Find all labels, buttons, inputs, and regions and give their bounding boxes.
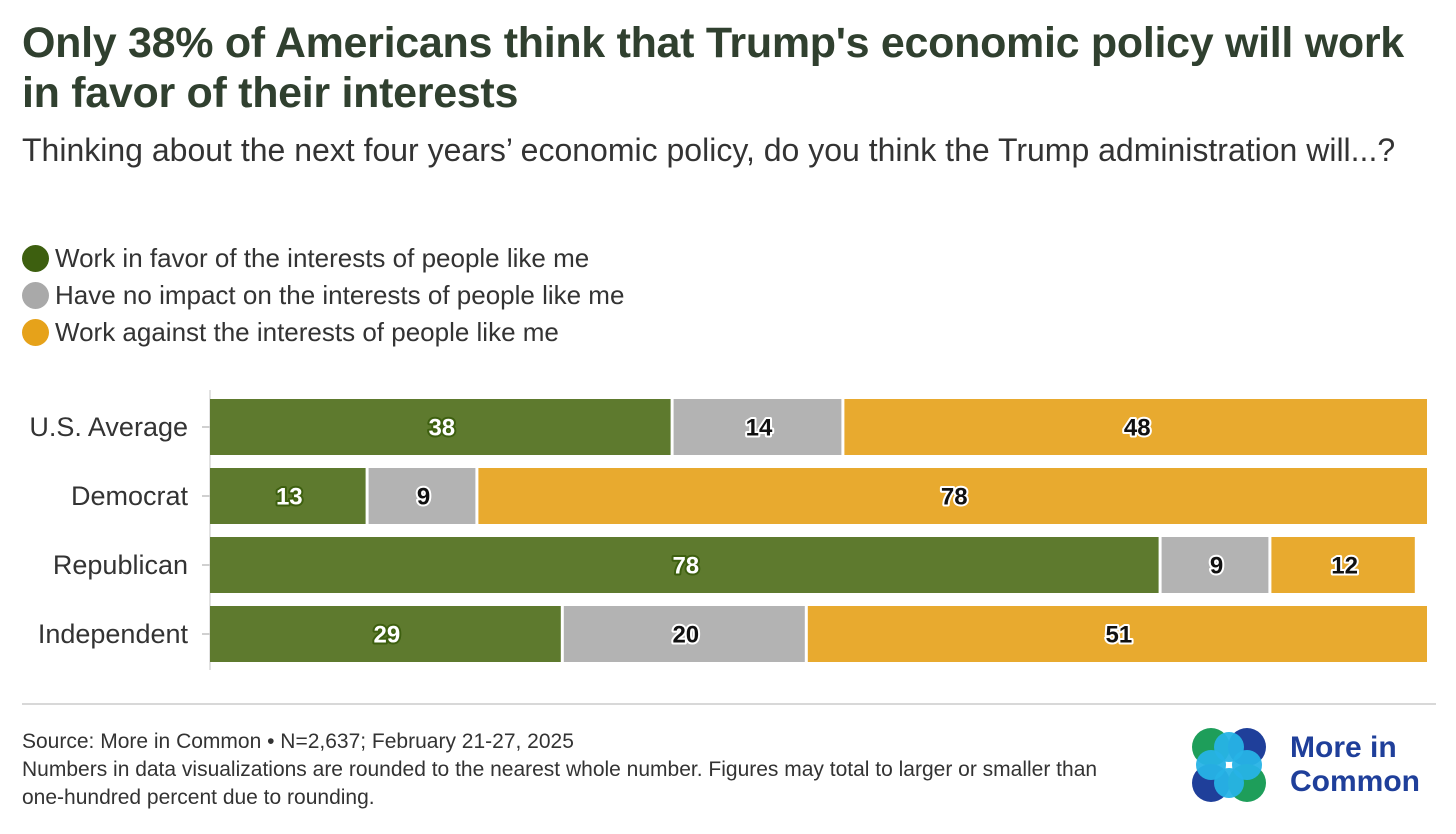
logo-line-2: Common [1290,765,1420,798]
bar-republican-series-0 [210,537,1159,593]
chart-title: Only 38% of Americans think that Trump's… [22,19,1404,117]
legend-label-against: Work against the interests of people lik… [55,317,559,347]
data-label-independent-series-1: 20 [672,622,699,649]
bar-independent-series-2 [807,606,1427,662]
bar-republican-series-1 [1161,537,1269,593]
category-label-independent: Independent [38,619,189,649]
bar-democrat-series-2 [478,468,1427,524]
stacked-bar-chart: U.S. Average 38 14 48 Democrat 13 9 78 Republica… [29,390,1427,670]
data-label-u-s-average-series-0: 38 [428,415,455,442]
source-notes: Source: More in Common • N=2,637; Februa… [22,728,1102,812]
bar-u-s-average-series-1 [673,399,842,455]
category-label-democrat: Democrat [71,481,189,511]
source-line: Source: More in Common • N=2,637; Februa… [22,730,574,753]
category-label-u-s-average: U.S. Average [29,412,188,442]
category-label-republican: Republican [53,550,188,580]
data-label-democrat-series-1: 9 [417,484,430,511]
legend-swatch-no-impact [22,282,49,309]
more-in-common-logo: More in Common [1190,726,1420,804]
bar-u-s-average-series-2 [844,399,1427,455]
logo-line-1: More in [1290,731,1397,764]
bar-u-s-average-series-0 [210,399,671,455]
bar-republican-series-2 [1271,537,1415,593]
data-label-democrat-series-2: 78 [941,484,968,511]
bar-independent-series-1 [563,606,805,662]
legend-item-against: Work against the interests of people lik… [22,314,624,351]
data-label-democrat-series-0: 13 [276,484,303,511]
data-label-u-s-average-series-2: 48 [1124,415,1151,442]
data-label-republican-series-0: 78 [672,553,699,580]
data-label-independent-series-2: 51 [1106,622,1133,649]
legend-swatch-favor [22,245,49,272]
data-label-independent-series-0: 29 [374,622,401,649]
legend-label-favor: Work in favor of the interests of people… [55,243,590,273]
legend-item-favor: Work in favor of the interests of people… [22,240,624,277]
bar-democrat-series-0 [210,468,366,524]
data-label-u-s-average-series-1: 14 [746,415,773,442]
legend-item-no-impact: Have no impact on the interests of peopl… [22,277,624,314]
legend-swatch-against [22,319,49,346]
footer-divider [22,703,1436,705]
logo-wordmark: More in Common [1290,731,1420,799]
bar-democrat-series-1 [368,468,476,524]
bar-independent-series-0 [210,606,561,662]
data-label-republican-series-2: 12 [1331,553,1358,580]
legend-label-no-impact: Have no impact on the interests of peopl… [55,280,625,310]
legend: Work in favor of the interests of people… [22,240,624,351]
logo-mark-icon [1192,728,1266,802]
chart-subtitle: Thinking about the next four years’ econ… [22,132,1396,168]
rounding-note: Numbers in data visualizations are round… [22,758,1098,809]
data-label-republican-series-1: 9 [1210,553,1223,580]
